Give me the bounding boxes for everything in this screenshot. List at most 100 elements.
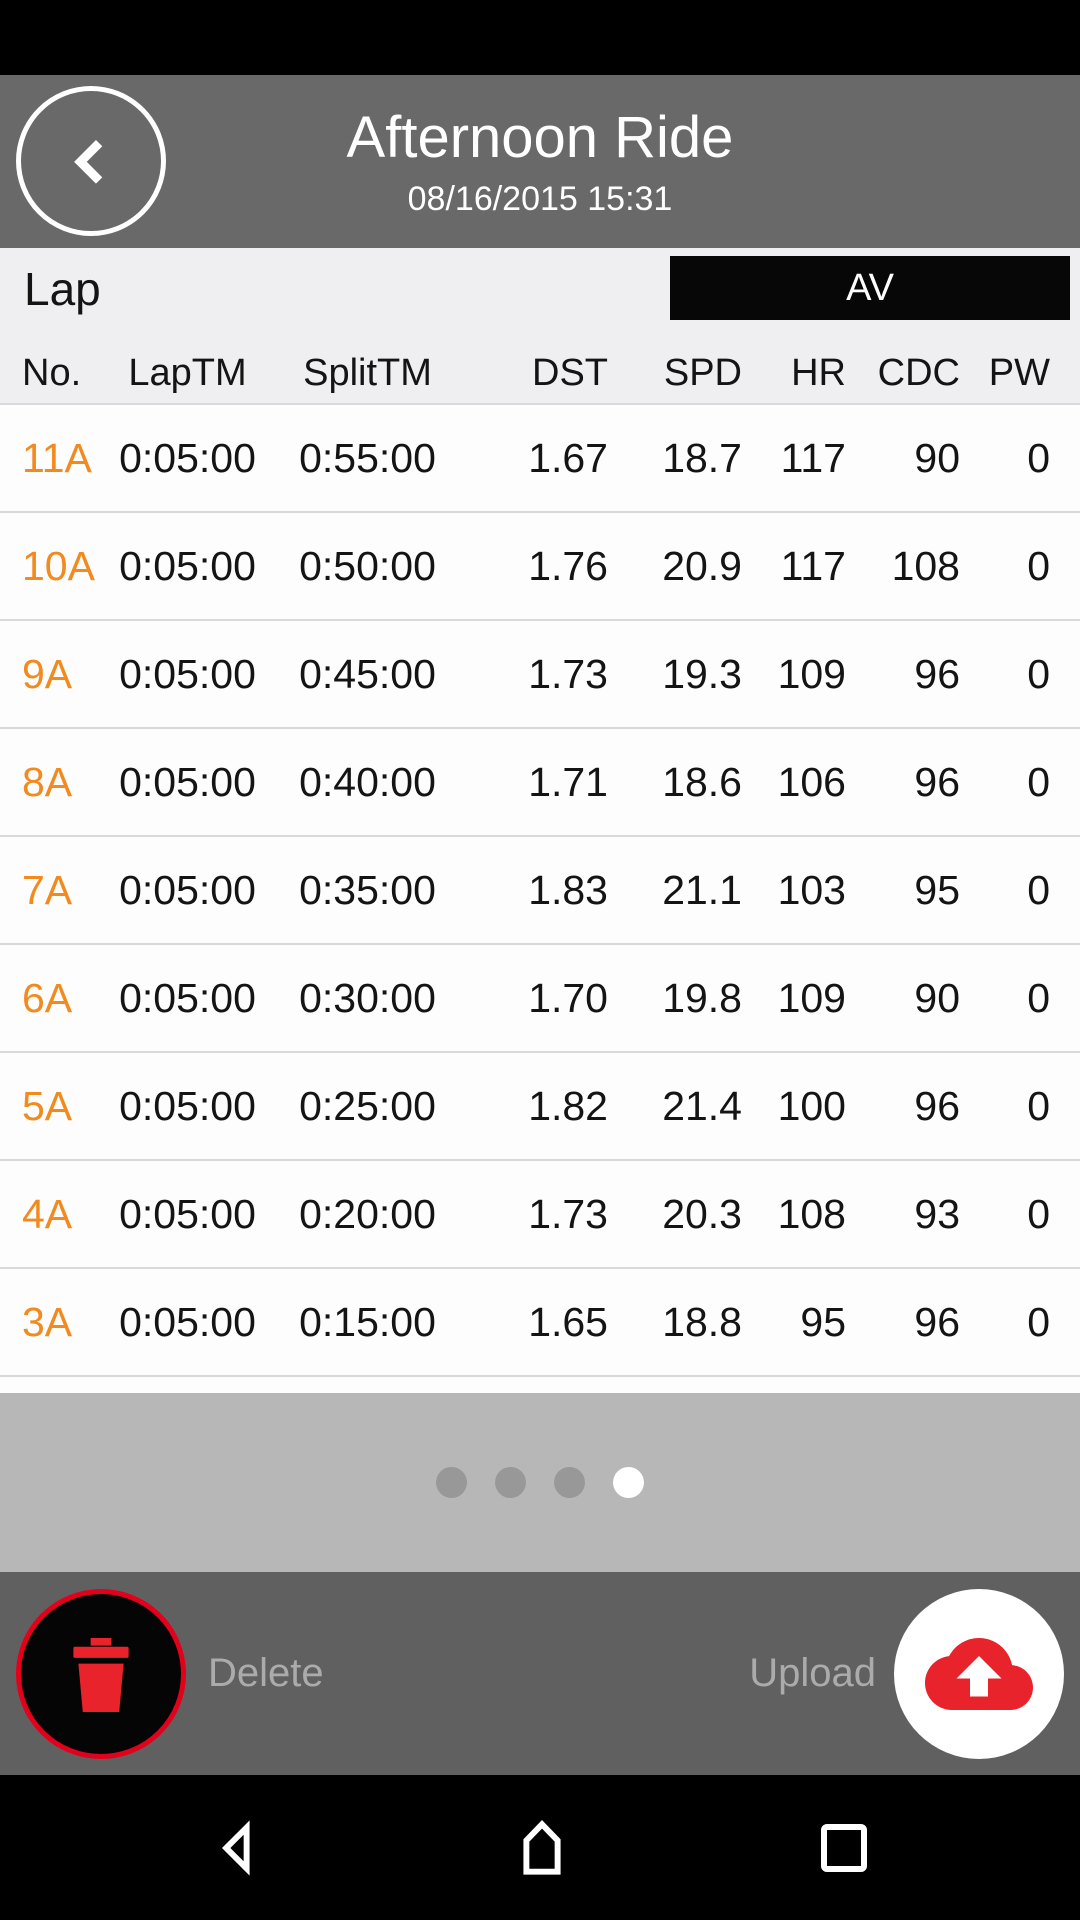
column-header-pw: PW xyxy=(988,352,1050,394)
lap-number: 9A xyxy=(22,650,73,697)
lap-value: 0 xyxy=(1027,650,1050,697)
lap-value: 0:55:00 xyxy=(299,434,436,481)
lap-value: 96 xyxy=(914,758,960,805)
lap-value: 0 xyxy=(1027,542,1050,589)
lap-number: 3A xyxy=(22,1298,73,1345)
nav-back-button[interactable] xyxy=(210,1818,266,1878)
table-row: 11A 0:05:00 0:55:00 1.67 18.7 117 90 0 xyxy=(0,405,1080,513)
delete-label: Delete xyxy=(208,1651,324,1695)
table-row: 3A 0:05:00 0:15:00 1.65 18.8 95 96 0 xyxy=(0,1269,1080,1377)
lap-section-label: Lap xyxy=(24,263,101,315)
lap-value: 0:05:00 xyxy=(119,1190,256,1237)
nav-home-button[interactable] xyxy=(514,1816,570,1880)
app-header: Afternoon Ride 08/16/2015 15:31 xyxy=(0,75,1080,248)
header-text: Afternoon Ride 08/16/2015 15:31 xyxy=(0,75,1080,248)
nav-recents-button[interactable] xyxy=(818,1822,870,1874)
lap-value: 1.70 xyxy=(528,974,608,1021)
column-header-dst: DST xyxy=(532,352,608,394)
pager-dot-3[interactable] xyxy=(554,1467,585,1498)
column-header-cdc: CDC xyxy=(877,352,960,394)
upload-label: Upload xyxy=(749,1651,876,1695)
lap-value: 96 xyxy=(914,1082,960,1129)
lap-value: 21.4 xyxy=(662,1082,742,1129)
lap-value: 0:05:00 xyxy=(119,1298,256,1345)
table-row: 5A 0:05:00 0:25:00 1.82 21.4 100 96 0 xyxy=(0,1053,1080,1161)
lap-value: 95 xyxy=(800,1298,846,1345)
lap-number: 8A xyxy=(22,758,73,805)
lap-number: 4A xyxy=(22,1190,73,1237)
lap-value: 20.3 xyxy=(662,1190,742,1237)
lap-value: 95 xyxy=(914,866,960,913)
lap-value: 0:05:00 xyxy=(119,974,256,1021)
lap-number: 10A xyxy=(22,542,95,589)
lap-value: 1.82 xyxy=(528,1082,608,1129)
lap-number: 7A xyxy=(22,866,73,913)
pager-dots xyxy=(436,1467,644,1498)
lap-value: 19.3 xyxy=(662,650,742,697)
nav-recents-icon xyxy=(821,1823,867,1872)
lap-value: 96 xyxy=(914,1298,960,1345)
table-row: 6A 0:05:00 0:30:00 1.70 19.8 109 90 0 xyxy=(0,945,1080,1053)
lap-value: 0 xyxy=(1027,434,1050,481)
lap-value: 0 xyxy=(1027,1190,1050,1237)
lap-value: 18.8 xyxy=(662,1298,742,1345)
upload-button[interactable] xyxy=(894,1588,1064,1759)
table-row: 4A 0:05:00 0:20:00 1.73 20.3 108 93 0 xyxy=(0,1161,1080,1269)
lap-value: 103 xyxy=(777,866,846,913)
lap-value: 100 xyxy=(777,1082,846,1129)
lap-number: 11A xyxy=(22,434,92,481)
lap-value: 19.8 xyxy=(662,974,742,1021)
pager-dot-4[interactable] xyxy=(613,1467,644,1498)
lap-value: 0:50:00 xyxy=(299,542,436,589)
lap-value: 0:20:00 xyxy=(299,1190,436,1237)
table-row: 7A 0:05:00 0:35:00 1.83 21.1 103 95 0 xyxy=(0,837,1080,945)
column-header-no: No. xyxy=(22,352,82,394)
lap-number: 6A xyxy=(22,974,73,1021)
table-header-section: Lap AV No. LapTM SplitTM DST SPD HR CDC PW xyxy=(0,248,1080,403)
lap-value: 0:45:00 xyxy=(299,650,436,697)
lap-value: 20.9 xyxy=(662,542,742,589)
lap-value: 0 xyxy=(1027,974,1050,1021)
lap-value: 18.6 xyxy=(662,758,742,805)
lap-value: 0:40:00 xyxy=(299,758,436,805)
lap-value: 1.67 xyxy=(528,434,608,481)
lap-value: 90 xyxy=(914,974,960,1021)
lap-value: 0:05:00 xyxy=(119,434,256,481)
table-row: 8A 0:05:00 0:40:00 1.71 18.6 106 96 0 xyxy=(0,729,1080,837)
activity-datetime: 08/16/2015 15:31 xyxy=(407,179,673,218)
lap-value: 109 xyxy=(777,974,846,1021)
page-title: Afternoon Ride xyxy=(346,104,734,170)
pager-dot-1[interactable] xyxy=(436,1467,467,1498)
lap-value: 117 xyxy=(780,434,846,481)
android-nav-bar xyxy=(0,1775,1080,1920)
av-mode-badge[interactable]: AV xyxy=(670,256,1070,320)
lap-value: 0 xyxy=(1027,866,1050,913)
lap-value: 1.73 xyxy=(528,650,608,697)
column-header-spd: SPD xyxy=(663,352,742,394)
lap-table: 11A 0:05:00 0:55:00 1.67 18.7 117 90 0 10A 0:05:0… xyxy=(0,403,1080,1393)
lap-value: 0:05:00 xyxy=(119,866,256,913)
lap-value: 90 xyxy=(914,434,960,481)
table-row: 10A 0:05:00 0:50:00 1.76 20.9 117 108 0 xyxy=(0,513,1080,621)
lap-value: 0:05:00 xyxy=(119,1082,256,1129)
lap-value: 109 xyxy=(777,650,846,697)
lap-value: 93 xyxy=(914,1190,960,1237)
page-indicator xyxy=(0,1393,1080,1572)
lap-value: 0:05:00 xyxy=(119,650,256,697)
lap-value: 0 xyxy=(1027,1082,1050,1129)
back-button[interactable] xyxy=(16,86,166,236)
lap-value: 106 xyxy=(777,758,846,805)
lap-value: 1.76 xyxy=(528,542,608,589)
lap-value: 0:35:00 xyxy=(299,866,436,913)
pager-dot-2[interactable] xyxy=(495,1467,526,1498)
lap-value: 18.7 xyxy=(662,434,742,481)
lap-value: 0:30:00 xyxy=(299,974,436,1021)
lap-value: 96 xyxy=(914,650,960,697)
lap-value: 0:25:00 xyxy=(299,1082,436,1129)
upload-tool: Upload xyxy=(749,1588,1064,1759)
lap-value: 21.1 xyxy=(662,866,742,913)
delete-button[interactable] xyxy=(16,1588,186,1759)
trash-icon xyxy=(73,1637,129,1712)
lap-value: 117 xyxy=(780,542,846,589)
lap-value: 108 xyxy=(777,1190,846,1237)
